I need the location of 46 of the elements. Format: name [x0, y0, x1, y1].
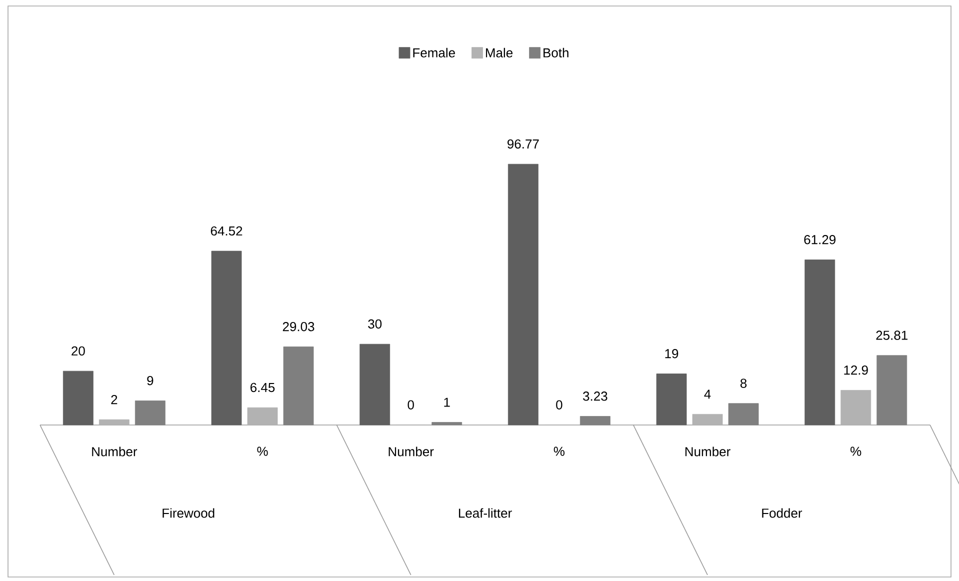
data-label: 4: [704, 390, 711, 399]
x-tick-label: %: [554, 446, 564, 456]
bar: [247, 407, 278, 426]
x-tick-label: Number: [92, 446, 138, 456]
data-label: 25.81: [876, 330, 908, 340]
data-label: 1: [444, 398, 450, 407]
legend-label: Both: [544, 48, 568, 58]
data-label: 30: [368, 319, 382, 329]
x-tick-label: Number: [388, 446, 434, 456]
bar: [134, 400, 166, 426]
bar: [360, 344, 390, 426]
data-label: 6.45: [250, 382, 275, 392]
legend-label: Female: [413, 48, 455, 58]
data-label: 3.23: [583, 392, 608, 401]
bar: [876, 355, 908, 426]
x-tick-label: %: [257, 446, 268, 456]
data-label: 9: [147, 376, 154, 386]
bar: [62, 370, 94, 426]
text: Firewood: [162, 508, 214, 518]
bar: [211, 250, 242, 426]
data-label: 0: [556, 400, 562, 410]
data-label: 8: [740, 378, 747, 388]
bar: [580, 416, 610, 426]
data-label: 19: [665, 349, 678, 358]
data-label: 12.9: [844, 365, 868, 375]
data-label: 29.03: [282, 322, 314, 332]
legend-label: Male: [486, 48, 513, 58]
data-label: 64.52: [210, 226, 242, 236]
data-label: 96.77: [508, 139, 539, 149]
bar: [283, 346, 314, 426]
data-label: 2: [111, 394, 118, 404]
bar: [804, 260, 836, 426]
bar: [840, 390, 872, 426]
bar: [692, 414, 723, 426]
bar: [508, 164, 538, 426]
x-tick-label: Number: [685, 446, 730, 456]
data-label: 0: [408, 400, 414, 410]
bar: [656, 374, 687, 426]
data-label: 20: [72, 346, 85, 356]
data-label: 61.29: [804, 235, 836, 244]
x-tick-label: %: [850, 446, 862, 456]
text: Leaf-litter: [458, 508, 512, 518]
bar: [728, 403, 759, 426]
text: Fodder: [762, 508, 802, 518]
bar: [98, 419, 130, 426]
bar: [432, 422, 462, 426]
